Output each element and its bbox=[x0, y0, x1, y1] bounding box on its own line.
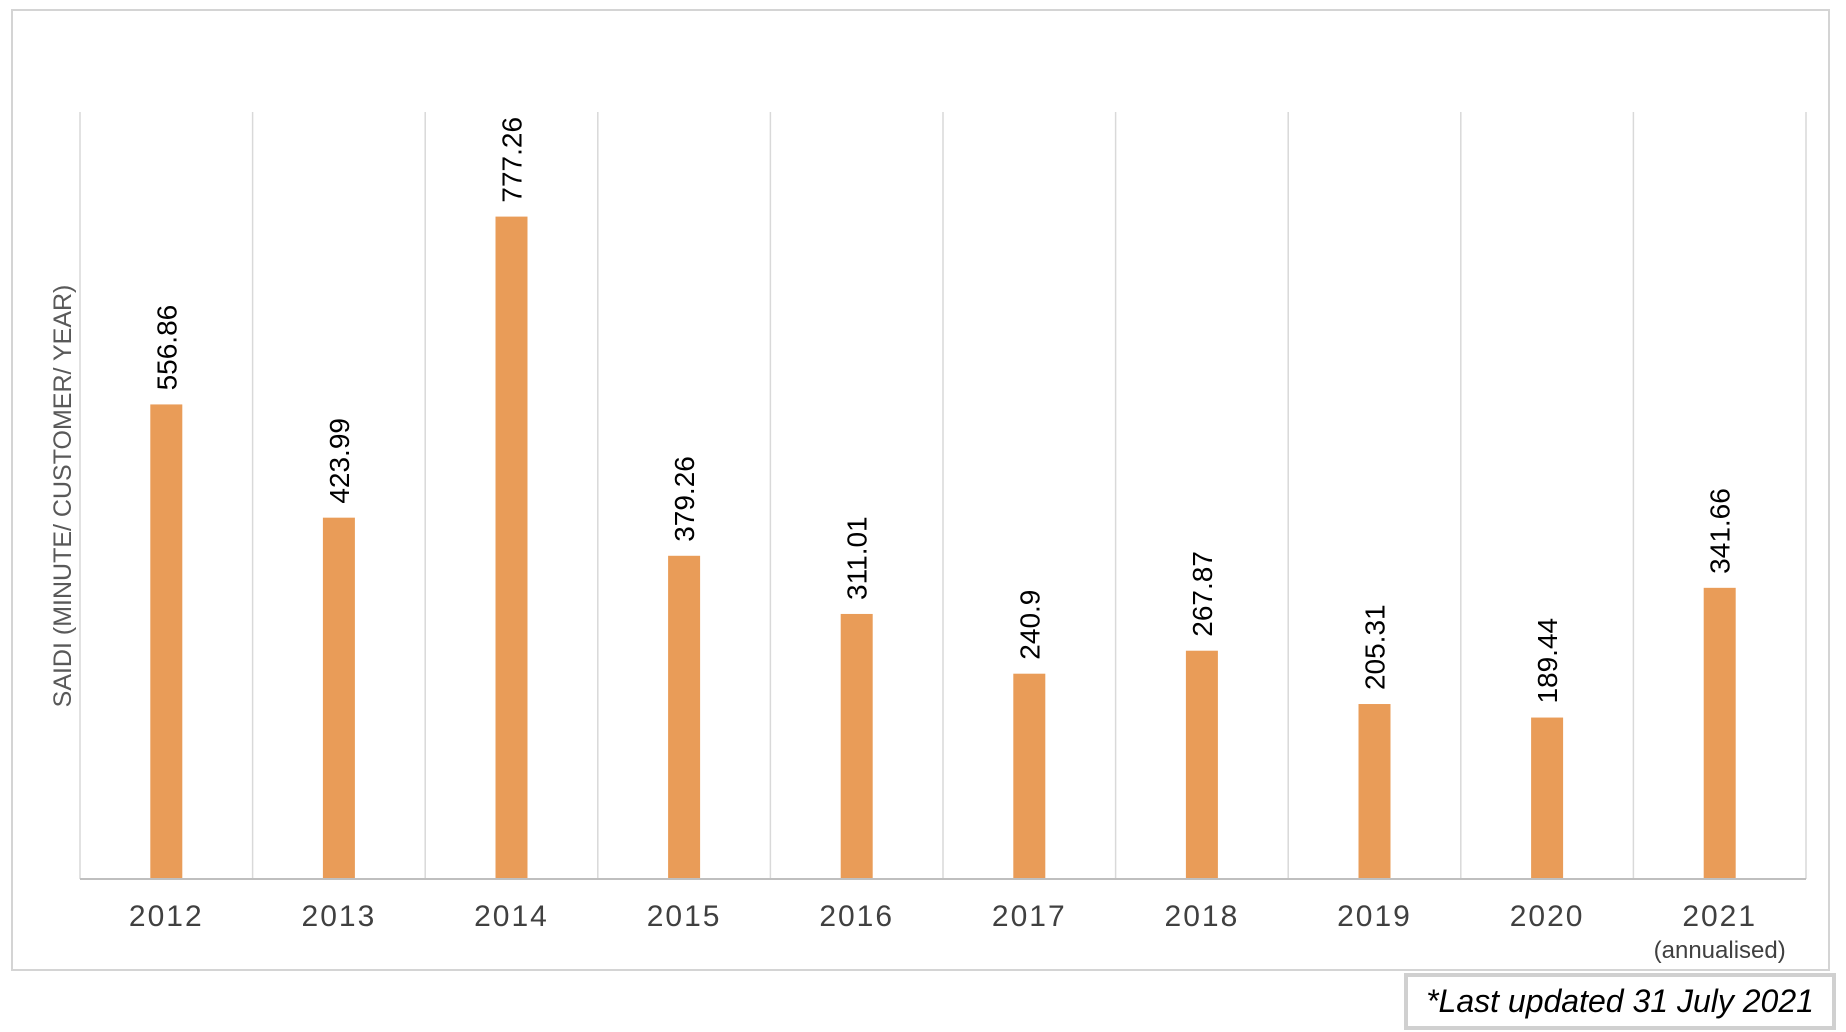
bar-2013 bbox=[322, 517, 355, 879]
bars bbox=[150, 216, 1736, 880]
category-label-2013: 2013 bbox=[302, 900, 377, 933]
data-label-2012: 556.86 bbox=[151, 305, 182, 391]
bar-2019 bbox=[1358, 704, 1391, 879]
data-label-2016: 311.01 bbox=[842, 516, 873, 600]
category-label-2017: 2017 bbox=[992, 900, 1067, 933]
footnote: *Last updated 31 July 2021 bbox=[1404, 973, 1836, 1030]
gridlines bbox=[79, 112, 1807, 879]
category-label-2021: 2021 bbox=[1682, 900, 1757, 933]
y-axis-label: SAIDI (MINUTE/ CUSTOMER/ YEAR) bbox=[49, 285, 77, 708]
data-label-2017: 240.9 bbox=[1014, 590, 1045, 660]
category-sublabel-2021: (annualised) bbox=[1654, 937, 1786, 964]
data-label-2015: 379.26 bbox=[669, 456, 700, 542]
category-label-2015: 2015 bbox=[647, 900, 722, 933]
bar-2018 bbox=[1185, 650, 1218, 879]
category-labels: 2012 2013 2014 2015 2016 2017 2018 2019 2020 2021… bbox=[129, 900, 1786, 964]
bar-2020 bbox=[1531, 717, 1564, 879]
category-label-2012: 2012 bbox=[129, 900, 204, 933]
bar-2017 bbox=[1013, 673, 1046, 879]
bar-2021 bbox=[1703, 587, 1736, 879]
bar-2012 bbox=[150, 404, 183, 879]
chart-frame bbox=[11, 9, 1830, 971]
category-label-2018: 2018 bbox=[1165, 900, 1240, 933]
category-label-2019: 2019 bbox=[1337, 900, 1412, 933]
data-label-2019: 205.31 bbox=[1360, 604, 1391, 690]
data-labels: 556.86 423.99 777.26 379.26 311.01 240.9 267.8… bbox=[151, 117, 1735, 704]
category-label-2016: 2016 bbox=[819, 900, 894, 933]
data-label-2018: 267.87 bbox=[1187, 551, 1218, 637]
data-label-2013: 423.99 bbox=[324, 418, 355, 504]
data-label-2014: 777.26 bbox=[497, 117, 528, 203]
category-label-2020: 2020 bbox=[1510, 900, 1585, 933]
bar-2015 bbox=[668, 555, 701, 879]
bar-2016 bbox=[840, 613, 873, 879]
data-label-2020: 189.44 bbox=[1532, 618, 1563, 704]
data-label-2021: 341.66 bbox=[1705, 488, 1736, 574]
category-label-2014: 2014 bbox=[474, 900, 549, 933]
bar-2014 bbox=[495, 216, 528, 880]
